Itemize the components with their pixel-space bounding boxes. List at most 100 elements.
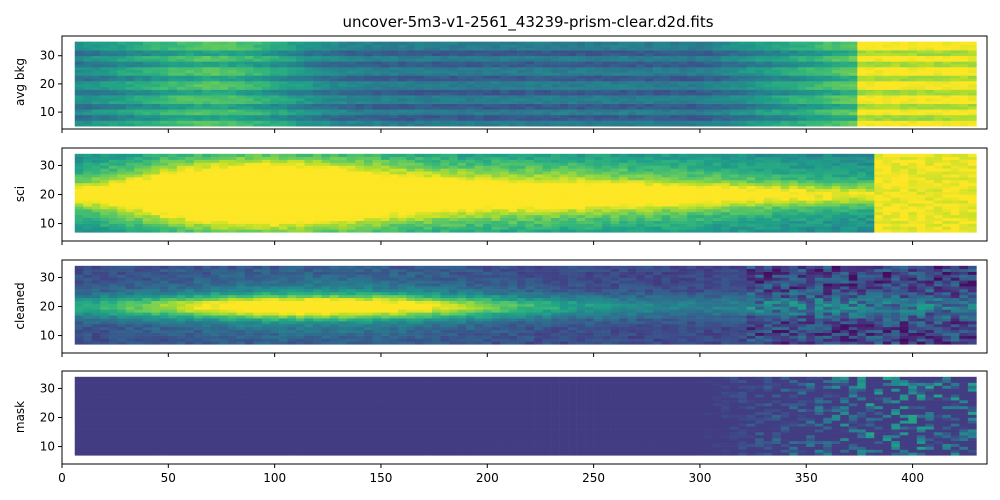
heatmap-cell: [500, 203, 509, 207]
heatmap-cell: [397, 64, 407, 68]
heatmap-cell: [619, 58, 628, 62]
heatmap-cell: [576, 209, 586, 213]
heatmap-cell: [440, 177, 450, 181]
heatmap-cell: [619, 41, 628, 45]
heatmap-cell: [100, 55, 110, 59]
heatmap-cell: [83, 191, 93, 195]
heatmap-cell: [789, 72, 799, 76]
heatmap-cell: [483, 194, 492, 198]
heatmap-cell: [789, 117, 799, 121]
heatmap-cell: [797, 98, 807, 102]
heatmap-cell: [108, 209, 118, 213]
heatmap-cell: [559, 75, 569, 79]
heatmap-cell: [916, 120, 926, 124]
heatmap-cell: [585, 92, 594, 96]
heatmap-cell: [389, 197, 399, 201]
heatmap-cell: [159, 55, 169, 59]
heatmap-cell: [278, 114, 288, 119]
heatmap-cell: [91, 188, 101, 192]
heatmap-cell: [176, 123, 186, 127]
heatmap-cell: [457, 194, 467, 198]
heatmap-cell: [959, 64, 969, 68]
heatmap-cell: [372, 64, 382, 68]
heatmap-cell: [559, 117, 569, 121]
heatmap-cell: [661, 89, 671, 93]
heatmap-cell: [117, 185, 127, 189]
heatmap-cell: [236, 98, 246, 102]
heatmap-cell: [517, 75, 526, 79]
heatmap-cell: [865, 55, 875, 59]
heatmap-cell: [500, 86, 509, 90]
heatmap-cell: [355, 61, 365, 65]
heatmap-cell: [449, 123, 458, 127]
heatmap-cell: [168, 226, 178, 230]
heatmap-cell: [610, 69, 620, 73]
heatmap-cell: [491, 217, 501, 221]
heatmap-cell: [474, 55, 484, 59]
heatmap-cell: [227, 114, 237, 119]
heatmap-cell: [244, 58, 254, 62]
heatmap-cell: [432, 98, 441, 102]
heatmap-cell: [210, 92, 220, 96]
heatmap-cell: [236, 217, 246, 221]
heatmap-cell: [287, 156, 297, 160]
heatmap-cell: [346, 191, 356, 195]
heatmap-cell: [466, 211, 475, 216]
heatmap-cell: [687, 41, 696, 45]
heatmap-cell: [483, 153, 492, 158]
heatmap-cell: [483, 114, 492, 119]
heatmap-cell: [219, 106, 229, 110]
heatmap-cell: [474, 58, 484, 62]
heatmap-cell: [653, 89, 662, 93]
heatmap-cell: [576, 41, 586, 45]
heatmap-cell: [100, 103, 110, 107]
heatmap-cell: [525, 61, 535, 65]
heatmap-cell: [355, 229, 365, 233]
heatmap-cell: [176, 64, 186, 68]
heatmap-cell: [772, 114, 782, 119]
heatmap-cell: [661, 106, 671, 110]
heatmap-cell: [185, 98, 195, 102]
heatmap-cell: [261, 229, 271, 233]
heatmap-cell: [295, 211, 305, 216]
heatmap-cell: [278, 103, 288, 107]
heatmap-cell: [193, 112, 203, 116]
heatmap-cell: [857, 100, 867, 104]
heatmap-cell: [278, 52, 288, 57]
heatmap-cell: [423, 156, 433, 160]
heatmap-cell: [346, 162, 356, 166]
heatmap-cell: [959, 117, 969, 121]
heatmap-cell: [500, 109, 509, 113]
heatmap-cell: [440, 165, 450, 169]
heatmap-cell: [219, 220, 229, 224]
heatmap-cell: [287, 159, 297, 163]
heatmap-cell: [440, 162, 450, 166]
heatmap-cell: [457, 191, 467, 195]
heatmap-cell: [551, 214, 560, 219]
heatmap-cell: [559, 156, 569, 160]
heatmap-cell: [508, 103, 518, 107]
heatmap-cell: [644, 64, 654, 68]
heatmap-cell: [423, 64, 433, 68]
heatmap-cell: [295, 67, 305, 71]
heatmap-cell: [244, 179, 254, 184]
heatmap-cell: [363, 191, 373, 195]
heatmap-cell: [959, 50, 969, 54]
heatmap-cell: [295, 162, 305, 166]
heatmap-cell: [449, 86, 458, 90]
heatmap-cell: [227, 75, 237, 79]
heatmap-cell: [244, 185, 254, 189]
heatmap-cell: [380, 159, 390, 163]
heatmap-cell: [151, 223, 161, 227]
heatmap-cell: [933, 64, 943, 68]
heatmap-cell: [397, 117, 407, 121]
heatmap-cell: [636, 86, 645, 90]
heatmap-cell: [253, 41, 263, 45]
heatmap-cell: [74, 83, 84, 88]
heatmap-cell: [746, 98, 756, 102]
heatmap-cell: [474, 95, 484, 99]
heatmap-cell: [176, 100, 186, 104]
heatmap-cell: [474, 92, 484, 96]
heatmap-cell: [380, 58, 390, 62]
